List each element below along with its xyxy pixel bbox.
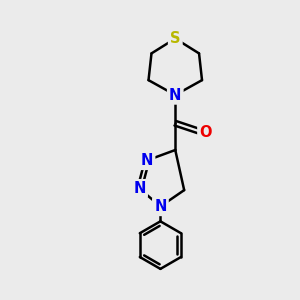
Text: O: O [199,125,212,140]
Text: N: N [141,153,153,168]
Text: N: N [154,199,167,214]
Text: N: N [169,88,182,103]
Text: S: S [170,31,181,46]
Text: N: N [134,181,146,196]
